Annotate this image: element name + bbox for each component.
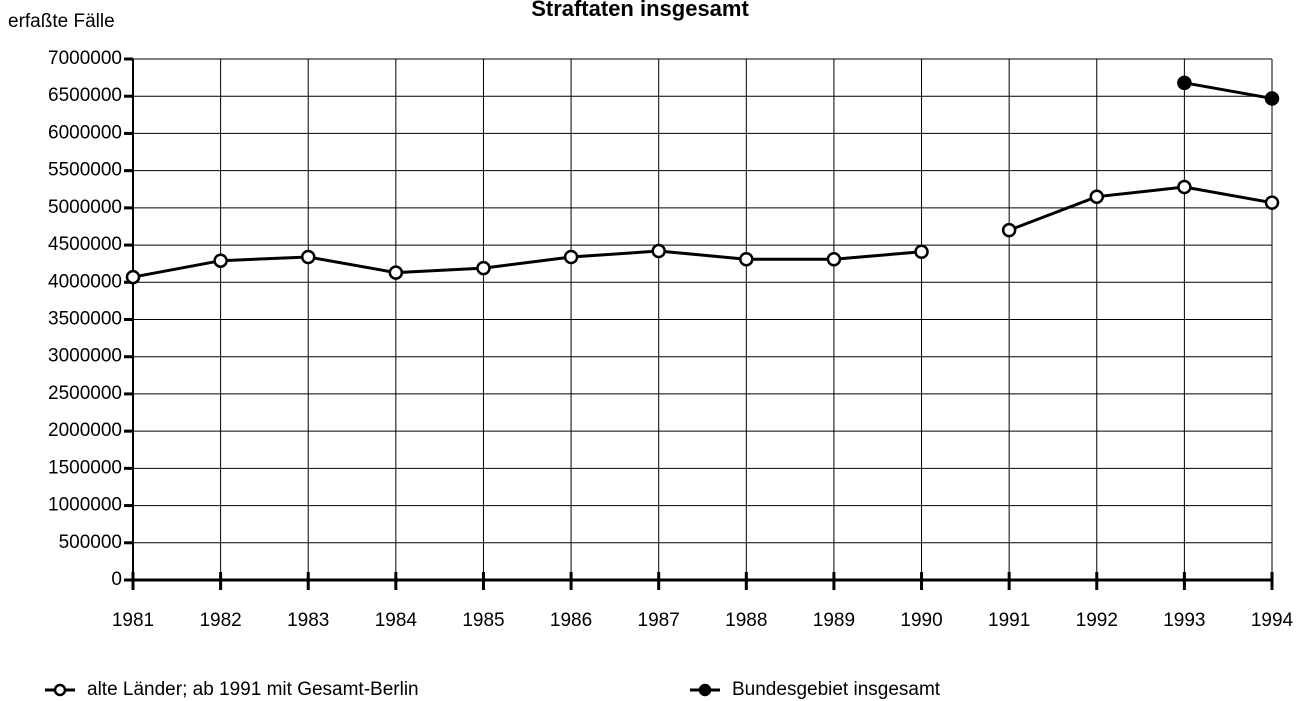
- y-tick-label: 4500000: [48, 234, 122, 255]
- series-line: [1008, 185, 1273, 232]
- x-tick-label: 1983: [287, 610, 329, 631]
- data-point: [1177, 179, 1192, 195]
- legend-label: Bundesgebiet insgesamt: [732, 679, 941, 700]
- data-point: [476, 260, 491, 276]
- y-tick-label: 2500000: [48, 383, 122, 404]
- x-tick-label: 1984: [375, 610, 418, 631]
- y-tick-label: 7000000: [48, 48, 122, 69]
- x-tick-label: 1985: [462, 610, 504, 631]
- y-tick-label: 5500000: [48, 160, 122, 181]
- data-point: [651, 243, 666, 259]
- data-point: [1264, 91, 1280, 106]
- x-tick-label: 1991: [988, 610, 1030, 631]
- y-tick-label: 0: [111, 569, 122, 590]
- data-point: [1001, 222, 1017, 238]
- data-point: [914, 244, 929, 260]
- x-tick-label: 1988: [725, 610, 767, 631]
- legend-marker: [698, 683, 712, 697]
- data-point: [213, 253, 228, 268]
- x-tick-label: 1990: [900, 610, 942, 631]
- x-tick-label: 1986: [550, 610, 592, 631]
- data-point: [1089, 189, 1105, 204]
- data-point: [826, 251, 842, 267]
- data-point: [300, 249, 316, 265]
- series-line: [1184, 81, 1273, 100]
- y-tick-label: 6000000: [48, 122, 122, 143]
- y-tick-label: 5000000: [48, 197, 122, 218]
- y-tick-label: 6500000: [48, 85, 122, 106]
- chart-title: Straftaten insgesamt: [531, 0, 749, 21]
- x-tick-label: 1989: [813, 610, 855, 631]
- y-tick-label: 1500000: [48, 457, 122, 478]
- data-point: [1177, 75, 1192, 91]
- x-tick-label: 1994: [1251, 610, 1294, 631]
- x-tick-label: 1981: [112, 610, 154, 631]
- data-point: [739, 251, 754, 267]
- data-point: [563, 249, 579, 265]
- data-point: [125, 269, 141, 285]
- x-tick-label: 1992: [1076, 610, 1118, 631]
- legend-marker: [53, 683, 67, 697]
- y-tick-label: 3000000: [48, 346, 122, 367]
- x-tick-label: 1982: [199, 610, 241, 631]
- legend-label: alte Länder; ab 1991 mit Gesamt-Berlin: [87, 679, 419, 700]
- y-axis-label: erfaßte Fälle: [8, 11, 115, 32]
- y-tick-label: 3500000: [48, 309, 122, 330]
- y-tick-label: 1000000: [48, 495, 122, 516]
- y-tick-label: 500000: [59, 532, 122, 553]
- y-tick-label: 4000000: [48, 271, 122, 292]
- data-point: [388, 265, 404, 280]
- x-tick-label: 1987: [638, 610, 680, 631]
- data-point: [1264, 195, 1280, 210]
- series-line: [132, 249, 922, 279]
- x-tick-label: 1993: [1163, 610, 1205, 631]
- y-tick-label: 2000000: [48, 420, 122, 441]
